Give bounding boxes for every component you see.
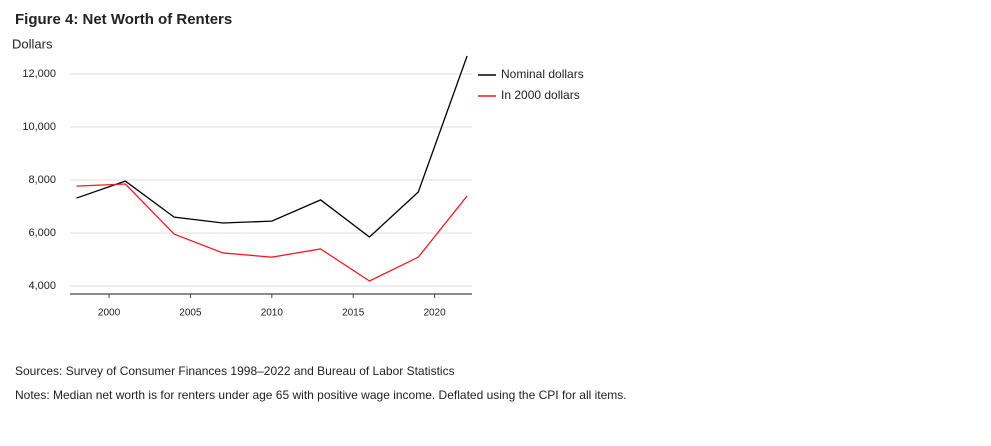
y-tick-label: 4,000 [28,280,56,292]
chart-title: Figure 4: Net Worth of Renters [15,11,232,28]
y-axis-label: Dollars [12,36,53,51]
sources: Sources: Survey of Consumer Finances 199… [15,364,455,378]
x-tick-label: 2010 [261,308,284,319]
y-tick-label: 8,000 [28,174,56,186]
series-line [76,55,468,238]
x-tick-label: 2020 [423,308,446,319]
x-tick-label: 2000 [98,308,121,319]
x-tick-label: 2005 [179,308,202,319]
y-tick-label: 10,000 [22,121,56,133]
y-tick-label: 6,000 [28,227,56,239]
notes: Notes: Median net worth is for renters u… [15,388,627,402]
x-tick-label: 2015 [342,308,365,319]
series-line [76,183,468,282]
legend-label: Nominal dollars [501,67,584,81]
legend-label: In 2000 dollars [501,88,580,102]
y-tick-label: 12,000 [22,68,56,80]
